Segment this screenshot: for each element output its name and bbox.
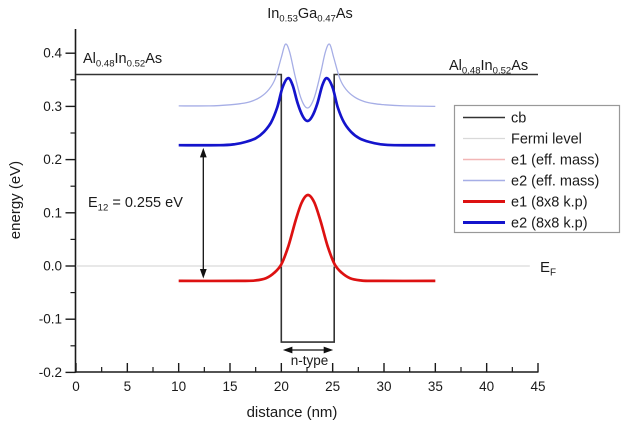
- x-tick-label: 5: [124, 379, 132, 394]
- x-tick-label: 10: [171, 379, 186, 394]
- x-tick-label: 30: [376, 379, 391, 394]
- y-tick-label: -0.2: [39, 365, 62, 380]
- e12-label: E12 = 0.255 eV: [88, 195, 183, 214]
- y-tick-label: 0.4: [43, 46, 62, 61]
- x-axis-title: distance (nm): [247, 404, 338, 421]
- y-tick-label: 0.2: [43, 152, 62, 167]
- legend-entry-label: e2 (eff. mass): [511, 174, 599, 190]
- x-tick-label: 15: [222, 379, 237, 394]
- y-tick-label: 0.3: [43, 99, 62, 114]
- ntype-arrowhead-left-icon: [282, 346, 293, 354]
- x-tick-label: 40: [479, 379, 494, 394]
- legend-box: [453, 104, 621, 234]
- curve-e1-kp: [178, 193, 436, 283]
- ntype-label: n-type: [291, 353, 329, 368]
- legend-entry-label: e1 (eff. mass): [511, 153, 599, 169]
- y-axis-title: energy (eV): [7, 161, 24, 239]
- x-tick-label: 25: [325, 379, 340, 394]
- y-tick-label: 0.0: [43, 259, 62, 274]
- x-tick-label: 35: [428, 379, 443, 394]
- ntype-arrowhead-right-icon: [323, 346, 334, 354]
- x-tick-label: 45: [530, 379, 545, 394]
- legend-entry-label: e1 (8x8 k.p): [511, 195, 588, 211]
- x-tick-label: 20: [274, 379, 289, 394]
- curve-cb: [76, 73, 538, 343]
- curve-e2-kp: [178, 76, 436, 147]
- fermi-level-label: EF: [540, 259, 556, 279]
- barrier-label-right: Al0.48In0.52As: [449, 58, 528, 77]
- y-tick-label: -0.1: [39, 312, 62, 327]
- legend-entry-label: Fermi level: [511, 132, 582, 148]
- e12-arrowhead-down-icon: [199, 269, 207, 279]
- legend-entry-label: e2 (8x8 k.p): [511, 216, 588, 232]
- x-tick-label: 0: [72, 379, 80, 394]
- e12-arrowhead-up-icon: [199, 147, 207, 158]
- legend-entry-label: cb: [511, 111, 526, 127]
- y-tick-label: 0.1: [43, 205, 62, 220]
- curve-e1-eff-mass: [178, 194, 436, 282]
- chart-title: In0.53Ga0.47As: [267, 6, 353, 25]
- barrier-label-left: Al0.48In0.52As: [83, 51, 162, 70]
- curve-e2-eff-mass: [178, 43, 436, 109]
